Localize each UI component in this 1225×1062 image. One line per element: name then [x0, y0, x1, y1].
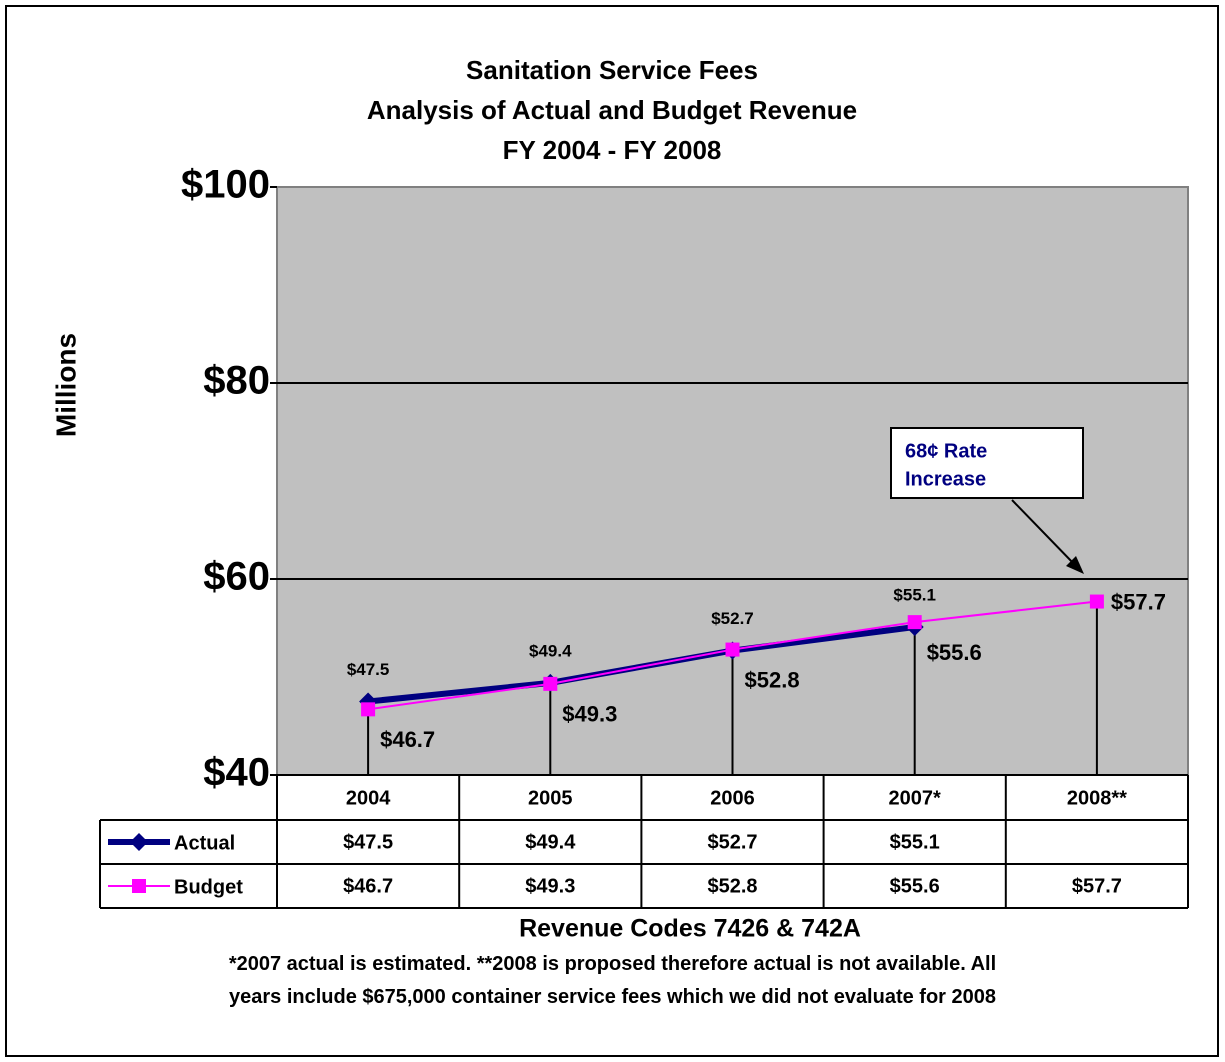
legend-marker	[130, 833, 148, 851]
data-label: $47.5	[347, 660, 390, 679]
x-tick-label: 2004	[346, 787, 391, 809]
y-tick-label: $80	[203, 359, 270, 403]
table-cell: $49.3	[525, 875, 575, 897]
annotation-arrow	[1011, 499, 1077, 567]
annotation: Increase	[905, 468, 986, 490]
table-cell: $52.8	[707, 875, 757, 897]
legend-label: Actual	[174, 832, 235, 854]
marker	[907, 615, 922, 630]
x-tick-label: 2005	[528, 787, 573, 809]
footnote: *2007 actual is estimated. **2008 is pro…	[228, 953, 997, 1008]
table-cell: $49.4	[525, 831, 576, 853]
table-cell: $55.1	[890, 831, 940, 853]
chart-subtitle: FY 2004 - FY 2008	[503, 135, 722, 165]
annotation: 68¢ Rate	[905, 440, 987, 462]
data-label: $49.4	[529, 641, 572, 660]
x-tick-label: 2008**	[1067, 787, 1127, 809]
table-cell: $47.5	[343, 831, 393, 853]
y-tick-label: $40	[203, 751, 270, 795]
marker	[725, 642, 740, 657]
marker	[361, 702, 376, 717]
table-cell: $57.7	[1072, 875, 1122, 897]
chart-subtitle: Analysis of Actual and Budget Revenue	[367, 95, 857, 125]
marker	[1089, 594, 1104, 609]
legend-label: Budget	[174, 876, 243, 898]
data-label: $52.8	[745, 667, 800, 692]
data-label: $55.1	[893, 586, 936, 605]
y-tick-label: $60	[203, 555, 270, 599]
y-axis-label: Millions	[50, 333, 81, 437]
chart-title: Sanitation Service Fees	[466, 55, 758, 85]
x-axis-label: Revenue Codes 7426 & 742A	[519, 915, 861, 943]
table-cell: $52.7	[707, 831, 757, 853]
y-tick-label: $100	[181, 163, 270, 207]
data-label: $49.3	[562, 702, 617, 727]
x-tick-label: 2007*	[889, 787, 941, 809]
table-cell: $55.6	[890, 875, 940, 897]
data-label: $52.7	[711, 609, 754, 628]
table-cell: $46.7	[343, 875, 393, 897]
annotation-box	[890, 427, 1084, 499]
legend-marker	[132, 879, 146, 893]
marker	[543, 676, 558, 691]
data-label: $57.7	[1111, 589, 1166, 614]
x-tick-label: 2006	[710, 787, 755, 809]
data-label: $55.6	[927, 640, 982, 665]
arrowhead	[1066, 556, 1084, 574]
data-label: $46.7	[380, 727, 435, 752]
